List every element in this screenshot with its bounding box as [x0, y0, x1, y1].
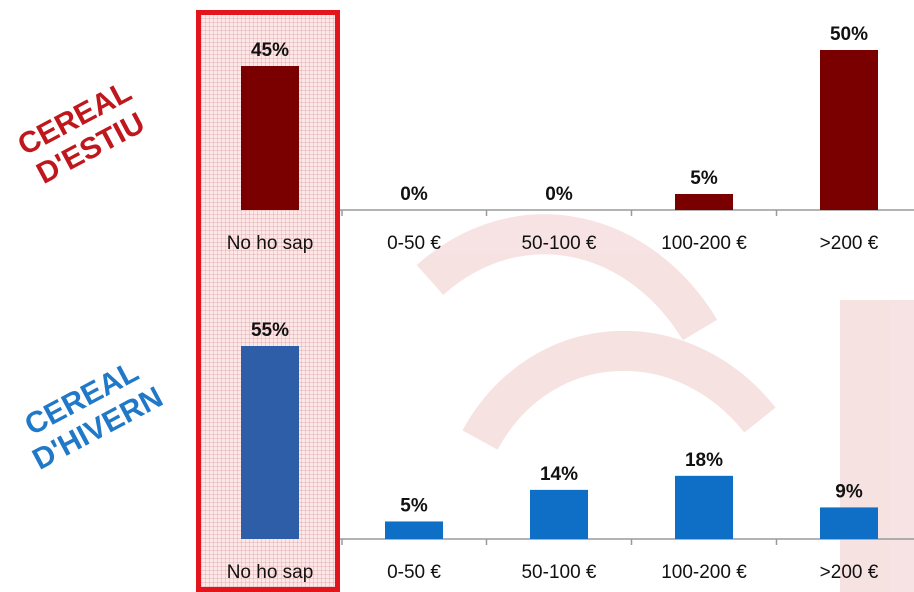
estiu-value-label-2: 0%: [400, 184, 428, 205]
hivern-value-label-1: 55%: [251, 320, 289, 341]
hivern-category-label-5: >200 €: [820, 562, 879, 583]
hivern-bar-2: [385, 521, 443, 539]
estiu-bar-1: [241, 66, 299, 210]
estiu-value-label-1: 45%: [251, 40, 289, 61]
hivern-bar-1: [241, 346, 299, 539]
estiu-bar-5: [820, 50, 878, 210]
estiu-category-label-1: No ho sap: [227, 233, 314, 254]
estiu-category-label-2: 0-50 €: [387, 233, 441, 254]
hivern-value-label-4: 18%: [685, 450, 723, 471]
estiu-category-label-4: 100-200 €: [661, 233, 747, 254]
estiu-category-label-5: >200 €: [820, 233, 879, 254]
estiu-value-label-4: 5%: [690, 168, 718, 189]
hivern-value-label-5: 9%: [835, 481, 863, 502]
estiu-bar-4: [675, 194, 733, 210]
hivern-bar-4: [675, 475, 733, 539]
hivern-value-label-3: 14%: [540, 464, 578, 485]
estiu-value-label-3: 0%: [545, 184, 573, 205]
hivern-category-label-2: 0-50 €: [387, 562, 441, 583]
hivern-value-label-2: 5%: [400, 495, 428, 516]
hivern-bar-5: [820, 507, 878, 539]
hivern-category-label-4: 100-200 €: [661, 562, 747, 583]
estiu-value-label-5: 50%: [830, 24, 868, 45]
estiu-category-label-3: 50-100 €: [521, 233, 596, 254]
hivern-category-label-1: No ho sap: [227, 562, 314, 583]
hivern-bar-3: [530, 489, 588, 539]
hivern-category-label-3: 50-100 €: [521, 562, 596, 583]
